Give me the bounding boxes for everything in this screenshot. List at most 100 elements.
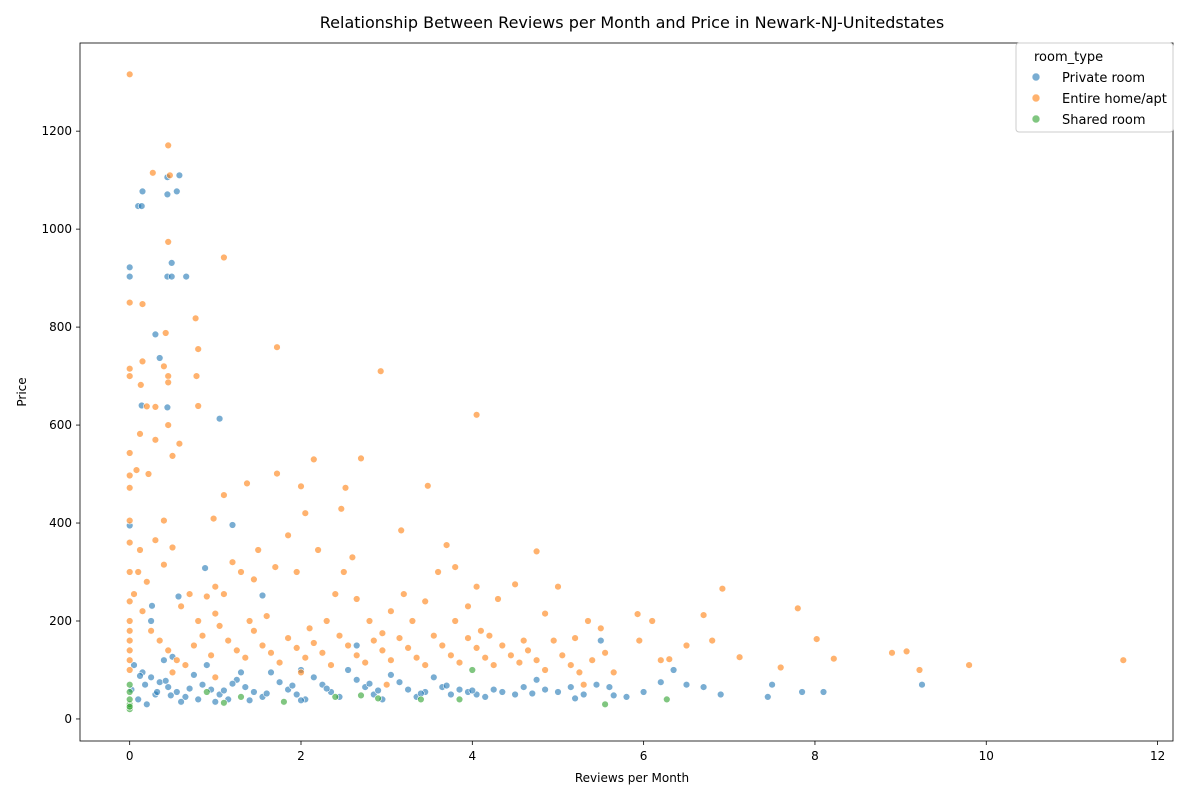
point: [622, 693, 631, 701]
point: [173, 656, 181, 664]
point: [472, 411, 481, 419]
point: [151, 536, 160, 544]
point: [203, 661, 211, 669]
point: [541, 666, 549, 674]
point: [164, 238, 172, 246]
point: [241, 683, 250, 691]
point: [125, 597, 134, 606]
point: [1119, 656, 1128, 664]
point: [125, 617, 134, 625]
point: [571, 634, 579, 642]
point: [125, 372, 134, 380]
point: [190, 671, 198, 679]
point: [168, 452, 177, 460]
point: [125, 680, 134, 689]
point: [160, 560, 168, 569]
point: [125, 471, 134, 480]
series-2: [125, 666, 671, 713]
point: [215, 622, 224, 630]
point: [455, 658, 464, 667]
point: [164, 683, 172, 691]
point: [605, 683, 614, 691]
point: [682, 680, 691, 689]
point: [132, 466, 141, 474]
x-tick-label: 10: [979, 749, 994, 763]
point: [571, 694, 579, 703]
point: [181, 693, 190, 701]
x-tick-label: 6: [640, 749, 648, 763]
point: [682, 641, 691, 650]
point: [318, 649, 327, 657]
point: [168, 668, 177, 677]
x-tick-label: 0: [126, 749, 134, 763]
point: [228, 558, 237, 566]
point: [237, 568, 245, 576]
point: [490, 661, 498, 669]
point: [340, 568, 348, 576]
point: [147, 627, 155, 635]
point: [902, 647, 911, 656]
point: [472, 582, 481, 591]
point: [141, 680, 149, 689]
y-tick-label: 1000: [41, 222, 72, 236]
point: [273, 469, 281, 478]
point: [554, 582, 562, 591]
series-0: [125, 171, 926, 708]
point: [138, 202, 146, 210]
point: [442, 541, 451, 549]
y-tick-label: 200: [49, 614, 72, 628]
point: [254, 546, 262, 554]
point: [168, 543, 177, 552]
point: [699, 611, 708, 619]
point: [485, 631, 494, 640]
point: [191, 314, 200, 322]
axes-layer: 0 2 4 6 8 10 12 0 200 400 600 800 1000 1200: [41, 124, 1165, 763]
point: [417, 695, 425, 704]
point: [263, 689, 271, 698]
point: [528, 689, 536, 698]
point: [211, 698, 220, 706]
point: [365, 617, 374, 625]
point: [211, 582, 220, 591]
point: [136, 672, 144, 680]
point: [151, 403, 160, 411]
point: [211, 673, 220, 681]
point: [353, 595, 361, 603]
point: [395, 634, 404, 642]
point: [241, 653, 250, 662]
point: [162, 677, 170, 685]
point: [228, 521, 237, 529]
point: [348, 553, 357, 561]
point: [138, 300, 147, 308]
point: [137, 381, 145, 389]
point: [327, 661, 335, 669]
point: [669, 666, 678, 674]
point: [164, 378, 172, 387]
point: [125, 263, 134, 271]
points-layer: [125, 70, 1128, 713]
point: [211, 609, 220, 618]
point: [194, 345, 202, 353]
point: [224, 636, 232, 645]
point: [125, 568, 134, 576]
point: [151, 436, 160, 444]
point: [198, 680, 207, 689]
point: [156, 354, 164, 362]
point: [532, 676, 541, 684]
point: [798, 688, 806, 696]
point: [245, 617, 254, 625]
point: [532, 547, 541, 556]
point: [305, 624, 314, 632]
point: [147, 673, 155, 681]
y-axis-label: Price: [15, 377, 29, 406]
point: [153, 688, 161, 696]
point: [182, 272, 190, 281]
x-axis-label: Reviews per Month: [575, 771, 689, 785]
point: [511, 580, 519, 588]
x-tick-label: 8: [811, 749, 819, 763]
point: [511, 690, 519, 699]
point: [310, 455, 318, 464]
point: [220, 699, 228, 707]
point: [541, 685, 549, 694]
point: [164, 141, 172, 150]
